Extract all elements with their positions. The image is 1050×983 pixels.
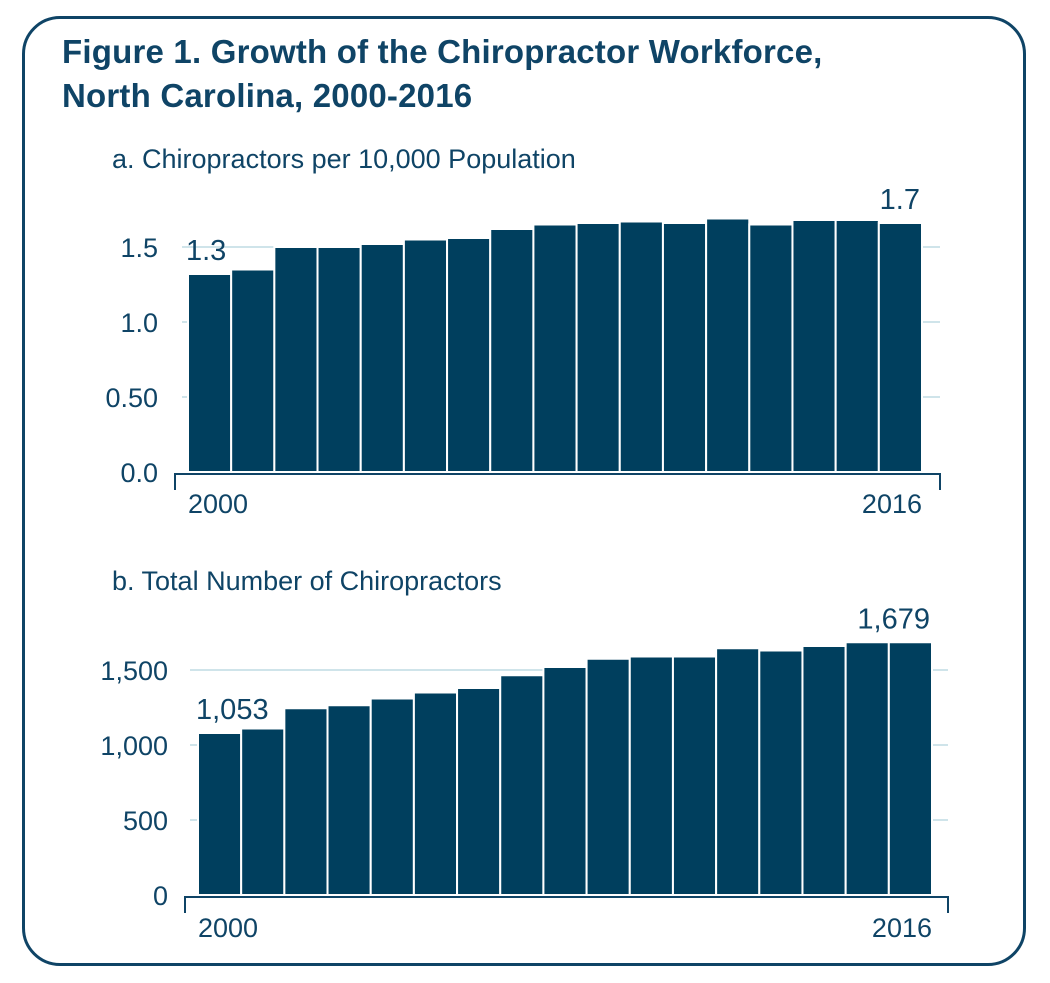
chart-panel-total-count: b. Total Number of Chiropractors 0 500 1,0… [100,566,949,943]
panel-a-bar-2003 [316,246,362,473]
panel-a-y-tick-label: 0.50 [105,383,158,413]
panel-b-bar-2002 [283,707,329,896]
panel-a-x-tick-label-start: 2000 [188,489,248,519]
panel-b-x-axis: 2000 2016 [184,896,949,943]
panel-a-bar-2007 [489,228,535,473]
panel-b-x-axis-line [184,896,949,913]
panel-a-annotations: 1.3 1.7 [186,184,920,267]
panel-b-title: b. Total Number of Chiropractors [112,566,502,596]
panel-a-bar-2005 [402,238,449,473]
panel-a-bar-2000 [187,273,233,473]
panel-b-y-tick-label: 1,500 [100,656,168,686]
panel-a-bar-2011 [661,222,708,473]
figure-title-line1: Figure 1. Growth of the Chiropractor Wor… [62,33,823,70]
panel-b-bar-2003 [326,704,372,896]
panel-b-bar-2011 [671,655,718,896]
chart-panel-population-rate: a. Chiropractors per 10,000 Population 0… [105,144,941,519]
panel-a-bar-2015 [834,219,880,473]
panel-b-bar-2012 [715,647,761,896]
panel-b-y-tick-label: 0 [153,881,168,911]
panel-b-x-tick-label-start: 2000 [198,913,258,943]
panel-b-bar-2013 [758,649,804,896]
panel-b-bar-2005 [412,691,459,896]
panel-b-y-tick-label: 500 [123,806,168,836]
panel-a-bar-2006 [446,237,492,473]
panel-b-annotations: 1,053 1,679 [196,603,930,726]
panel-a-bar-2012 [705,217,751,473]
panel-b-bar-2016 [887,641,934,896]
panel-b-bar-2009 [585,657,631,896]
panel-b-bar-2014 [801,645,847,896]
panel-b-bar-2007 [499,674,545,896]
panel-a-y-tick-label: 1.5 [120,233,158,263]
panel-a-data-label: 1.3 [186,235,226,267]
panel-b-bar-2000 [197,732,243,896]
panel-a-y-tick-label: 0.0 [120,458,158,488]
panel-b-x-tick-label-end: 2016 [872,913,932,943]
panel-a-x-axis-line [174,473,941,490]
panel-b-y-axis: 0 500 1,000 1,500 [100,656,168,911]
figure-title-line2: North Carolina, 2000-2016 [62,77,473,114]
panel-b-data-label: 1,053 [196,694,269,726]
panel-b-bar-2004 [369,697,415,896]
panel-a-title: a. Chiropractors per 10,000 Population [112,144,576,174]
panel-a-x-axis: 2000 2016 [174,473,941,519]
panel-a-bars [187,217,924,473]
panel-a-bar-2002 [273,246,319,473]
panel-a-bar-2009 [575,222,621,473]
panel-b-bar-2001 [240,727,286,896]
panel-a-bar-2013 [748,223,794,473]
panel-a-bar-2008 [532,223,578,473]
panel-a-bar-2014 [791,219,837,473]
panel-a-y-tick-label: 1.0 [120,308,158,338]
panel-a-bar-2001 [230,268,276,473]
figure-title: Figure 1. Growth of the Chiropractor Wor… [62,30,962,118]
panel-b-data-label: 1,679 [857,603,930,635]
panel-a-x-tick-label-end: 2016 [862,489,922,519]
panel-b-bar-2008 [542,666,588,896]
panel-b-bar-2015 [844,641,890,896]
panel-a-bar-2010 [618,220,664,473]
panel-b-bar-2006 [456,687,502,896]
panel-b-bars [197,641,934,896]
panel-a-y-axis: 0.0 0.50 1.0 1.5 [105,233,158,488]
panel-a-bar-2004 [359,243,405,473]
panel-a-data-label: 1.7 [880,184,920,216]
panel-b-y-tick-label: 1,000 [100,731,168,761]
panel-a-bar-2016 [877,222,924,473]
panel-b-bar-2010 [628,655,674,896]
